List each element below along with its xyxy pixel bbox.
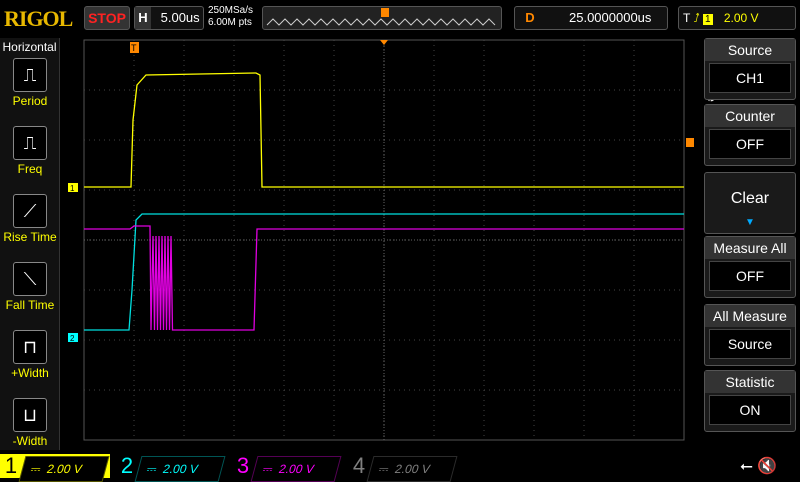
menu-title: All Measure	[705, 305, 795, 327]
menu-title: Measure All	[705, 237, 795, 259]
dc-coupling-icon: ⎓	[261, 462, 275, 476]
ch3-trace	[84, 225, 684, 331]
neg-width-icon: ⊔	[13, 398, 47, 432]
channel-bar: 1 ⎓ 2.00 V 2 ⎓ 2.00 V 3 ⎓ 2.00 V 4 ⎓ 2.00 V	[0, 452, 800, 482]
menu-item-label: Freq	[17, 162, 43, 176]
channel-number: 2	[120, 453, 134, 478]
trigger-level-marker	[686, 138, 694, 147]
dc-coupling-icon: ⎓	[29, 462, 43, 476]
menu-value: ON	[709, 395, 791, 425]
channel-2-button[interactable]: 2 ⎓ 2.00 V	[116, 453, 226, 482]
menu-value: OFF	[709, 261, 791, 291]
timebase-box[interactable]: H 5.00us	[134, 6, 204, 30]
menu-item-neg-width[interactable]: ⊔ -Width	[0, 398, 60, 462]
channel-scale: 2.00 V	[45, 462, 84, 476]
softkey-clear[interactable]: Clear ▼	[704, 172, 796, 234]
menu-item-freq[interactable]: ⎍ Freq	[0, 126, 60, 190]
channel-number: 3	[236, 453, 250, 478]
ch2-marker-label: 2	[70, 334, 75, 343]
rising-edge-icon: ⭜	[693, 11, 700, 25]
period-icon: ⎍	[13, 58, 47, 92]
menu-title: Clear	[730, 190, 770, 207]
usb-icon: ⭠ 🔇	[740, 458, 778, 475]
menu-title: Source	[705, 39, 795, 61]
delay-value: 25.0000000us	[569, 10, 652, 25]
menu-title: Counter	[705, 105, 795, 127]
menu-item-fall-time[interactable]: ⟍ Fall Time	[0, 262, 60, 326]
dc-coupling-icon: ⎓	[377, 462, 391, 476]
ch2-trace	[84, 213, 684, 331]
menu-value: OFF	[709, 129, 791, 159]
channel-scale: 2.00 V	[393, 462, 432, 476]
menu-title: Statistic	[705, 371, 795, 393]
menu-item-label: -Width	[12, 434, 48, 448]
trigger-position-marker	[381, 8, 389, 17]
channel-3-button[interactable]: 3 ⎓ 2.00 V	[232, 453, 342, 482]
run-stop-status[interactable]: STOP	[84, 6, 130, 30]
memory-overview	[262, 6, 502, 30]
channel-4-button[interactable]: 4 ⎓ 2.00 V	[348, 453, 458, 482]
trigger-source: 1	[702, 14, 713, 25]
menu-item-rise-time[interactable]: ⟋ Rise Time	[0, 194, 60, 258]
menu-item-label: +Width	[11, 366, 49, 380]
menu-value: Source	[709, 329, 791, 359]
menu-item-label: Fall Time	[5, 298, 55, 312]
ch1-trace	[84, 72, 684, 188]
t-label: T	[683, 11, 691, 25]
softkey-counter[interactable]: Counter OFF	[704, 104, 796, 166]
softkey-measure-all[interactable]: Measure All OFF	[704, 236, 796, 298]
menu-item-pos-width[interactable]: ⊓ +Width	[0, 330, 60, 394]
fall-time-icon: ⟍	[13, 262, 47, 296]
channel-scale: 2.00 V	[277, 462, 316, 476]
channel-1-button[interactable]: 1 ⎓ 2.00 V	[0, 453, 110, 482]
h-label: H	[135, 7, 151, 29]
menu-item-period[interactable]: ⎍ Period	[0, 58, 60, 122]
channel-scale: 2.00 V	[161, 462, 200, 476]
measure-menu: Measure SourceCH1CounterOFFClear▼Measure…	[700, 38, 800, 450]
delay-box[interactable]: D 25.0000000us	[514, 6, 668, 30]
rigol-logo: RIGOL	[4, 6, 73, 31]
trigger-time-marker	[130, 42, 139, 53]
sample-rate: 250MSa/s	[208, 5, 254, 16]
d-label: D	[525, 10, 535, 25]
acquisition-info: 250MSa/s 6.00M pts	[208, 5, 253, 29]
timebase-value: 5.00us	[160, 10, 200, 25]
menu-value: CH1	[709, 63, 791, 93]
menu-item-label: Period	[12, 94, 48, 108]
memory-depth: 6.00M pts	[208, 17, 252, 28]
freq-icon: ⎍	[13, 126, 47, 160]
trigger-marker-label: T	[131, 43, 137, 53]
menu-item-label: Rise Time	[3, 230, 57, 244]
softkey-statistic[interactable]: Statistic ON	[704, 370, 796, 432]
menu-title: Horizontal	[2, 40, 57, 54]
pos-width-icon: ⊓	[13, 330, 47, 364]
ch2-ground-marker	[68, 333, 78, 342]
ch1-marker-label: 1	[70, 184, 75, 193]
channel-number: 4	[352, 453, 366, 478]
trigger-box[interactable]: T ⭜ 1 2.00 V	[678, 6, 796, 30]
softkey-all-measure[interactable]: All Measure Source	[704, 304, 796, 366]
channel-number: 1	[4, 453, 18, 478]
horizontal-measure-menu: Horizontal ⎍ Period ⎍ Freq ⟋ Rise Time ⟍ Fall T…	[0, 38, 60, 450]
trigger-level: 2.00 V	[723, 11, 759, 25]
rise-time-icon: ⟋	[13, 194, 47, 228]
dc-coupling-icon: ⎓	[145, 462, 159, 476]
center-marker	[380, 40, 388, 45]
ch1-ground-marker	[68, 183, 78, 192]
softkey-source[interactable]: Source CH1	[704, 38, 796, 100]
waveform-display: T 1 2	[68, 39, 694, 441]
